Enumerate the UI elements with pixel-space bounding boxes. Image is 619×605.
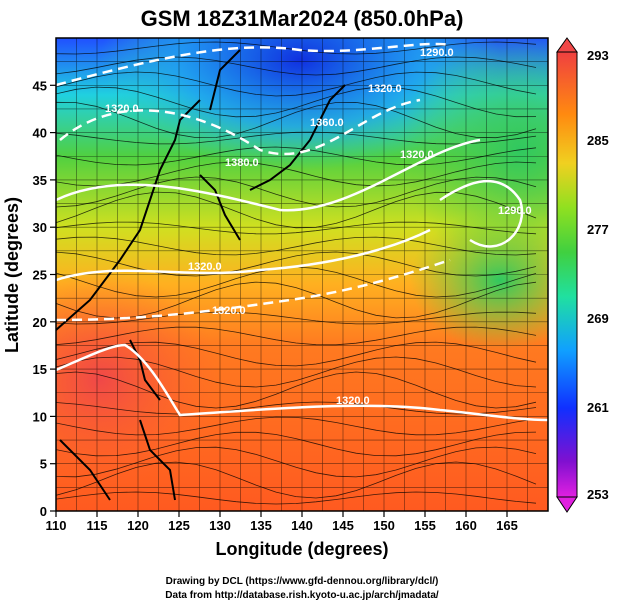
figure-title: GSM 18Z31Mar2024 (850.0hPa) — [141, 6, 464, 31]
contour-label-4: 1320.0 — [105, 103, 139, 115]
streamline — [56, 431, 537, 457]
streamline — [56, 71, 537, 97]
y-tick-label: 0 — [40, 504, 47, 519]
y-tick-label: 35 — [33, 173, 47, 188]
colorbar: 293 285 277 269 261 253 — [556, 37, 609, 513]
colorbar-body — [556, 51, 578, 498]
cold-core-blob — [100, 38, 500, 170]
x-tick-label: 110 — [46, 518, 67, 533]
colorbar-tick-label: 293 — [587, 48, 609, 63]
x-tick-label: 150 — [373, 518, 395, 533]
contour-labels: 1290.0 1320.0 1360.0 1320.0 1380.0 1290.… — [105, 47, 532, 407]
plot-area: 1290.0 1320.0 1360.0 1320.0 1380.0 1290.… — [56, 38, 548, 511]
x-tick-label: 120 — [127, 518, 149, 533]
y-tick-label: 45 — [33, 78, 47, 93]
y-tick-label: 5 — [40, 457, 47, 472]
colorbar-tick-label: 261 — [587, 400, 609, 415]
contour-label-1: 1290.0 — [420, 47, 454, 59]
colorbar-tick-label: 277 — [587, 222, 609, 237]
contour-label-9: 1320.0 — [212, 305, 246, 317]
contour-label-3: 1360.0 — [310, 117, 344, 129]
y-tick-label: 15 — [33, 362, 47, 377]
colorbar-tick-label: 285 — [587, 133, 609, 148]
coastlines — [56, 49, 346, 501]
contour-label-8: 1320.0 — [188, 261, 222, 273]
y-tick-label: 10 — [33, 409, 47, 424]
streamline — [56, 101, 537, 139]
y-tick-label: 20 — [33, 315, 47, 330]
x-tick-label: 135 — [250, 518, 272, 533]
x-tick-label: 160 — [455, 518, 477, 533]
credit-data: Data from http://database.rish.kyoto-u.a… — [165, 590, 439, 601]
x-tick-label: 155 — [414, 518, 436, 533]
contour-label-6: 1290.0 — [498, 205, 532, 217]
streamline — [56, 176, 537, 208]
x-axis-ticks: 110 115 120 125 130 135 140 145 150 155 160 165 — [46, 511, 518, 533]
streamline — [56, 326, 537, 346]
streamline — [56, 221, 537, 235]
x-tick-label: 130 — [209, 518, 231, 533]
streamline — [56, 491, 537, 505]
streamline — [56, 251, 537, 277]
y-axis-ticks: 0 5 10 15 20 25 30 35 40 45 — [33, 78, 56, 519]
contour-label-10: 1320.0 — [336, 395, 370, 407]
y-tick-label: 25 — [33, 268, 47, 283]
streamline — [56, 236, 537, 256]
colorbar-tick-label: 253 — [587, 487, 609, 502]
x-tick-label: 165 — [496, 518, 518, 533]
x-tick-label: 115 — [87, 518, 108, 533]
streamline — [56, 461, 537, 499]
wind-streamlines — [56, 41, 537, 505]
geopotential-contours — [56, 42, 548, 422]
streamline — [56, 131, 537, 145]
x-tick-label: 145 — [332, 518, 354, 533]
streamline — [56, 86, 537, 118]
x-tick-label: 140 — [291, 518, 313, 533]
streamline — [56, 56, 537, 76]
streamline — [56, 401, 537, 415]
credit-drawing: Drawing by DCL (https://www.gfd-dennou.o… — [166, 576, 439, 587]
contour-label-5: 1380.0 — [225, 157, 259, 169]
lat-lon-grid — [56, 38, 548, 511]
streamline — [56, 146, 537, 166]
streamline — [56, 311, 537, 325]
x-axis-label: Longitude (degrees) — [215, 539, 388, 559]
streamline — [56, 416, 537, 436]
y-tick-label: 30 — [33, 220, 47, 235]
green-east-blob — [410, 210, 548, 350]
colorbar-ticks: 293 285 277 269 261 253 — [587, 48, 609, 502]
streamline — [56, 371, 537, 409]
x-tick-label: 125 — [168, 518, 190, 533]
colorbar-top-arrow — [556, 37, 578, 53]
colorbar-bottom-arrow — [556, 496, 578, 513]
y-axis-label: Latitude (degrees) — [2, 197, 22, 353]
y-tick-label: 40 — [33, 126, 47, 141]
contour-label-2: 1320.0 — [368, 83, 402, 95]
streamline — [56, 281, 537, 319]
streamline — [56, 356, 537, 388]
contour-label-7: 1320.0 — [400, 149, 434, 161]
colorbar-tick-label: 269 — [587, 311, 609, 326]
streamline — [56, 446, 537, 478]
